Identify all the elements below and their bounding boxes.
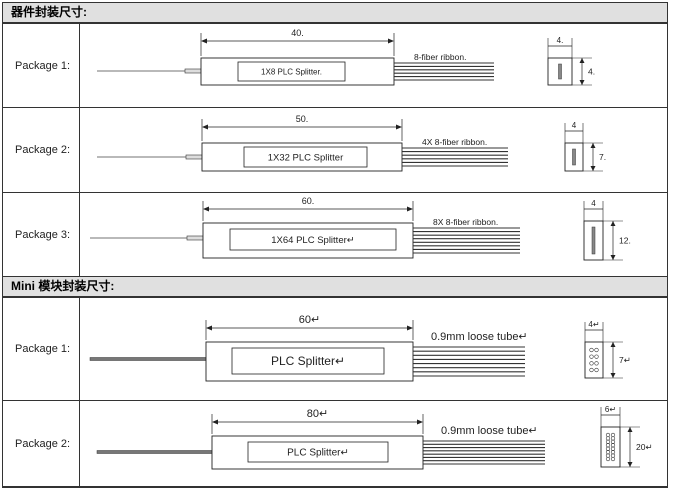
splitter-label-box bbox=[243, 146, 368, 168]
fiber-core-icon bbox=[594, 361, 599, 366]
package-label: Package 1: bbox=[3, 298, 80, 400]
fiber-boot bbox=[185, 154, 203, 160]
splitter-name: 1X32 PLC Splitter bbox=[268, 152, 344, 163]
output-fiber-label: 8X 8-fiber ribbon. bbox=[433, 217, 498, 227]
end-view-outline bbox=[600, 426, 621, 468]
input-fiber bbox=[89, 357, 207, 361]
height-value: 12. bbox=[619, 236, 631, 246]
splitter-label-box bbox=[229, 228, 397, 251]
splitter-name: PLC Splitter↵ bbox=[271, 354, 345, 368]
fiber-core-icon bbox=[589, 367, 594, 373]
output-fiber-label: 4X 8-fiber ribbon. bbox=[422, 137, 487, 147]
length-value: 50. bbox=[296, 114, 309, 124]
width-value: 4 bbox=[591, 199, 596, 208]
section-header-device-package: 器件封装尺寸: bbox=[2, 2, 668, 23]
height-value: 7↵ bbox=[619, 355, 631, 365]
fiber-core-icon bbox=[594, 367, 599, 373]
length-value: 60↵ bbox=[299, 314, 320, 326]
height-value: 7. bbox=[599, 152, 606, 162]
package-label: Package 3: bbox=[3, 193, 80, 276]
splitter-label-box bbox=[231, 347, 385, 375]
width-value: 4↵ bbox=[588, 320, 599, 329]
package-row: Package 3: bbox=[2, 192, 668, 277]
fiber-core-icon bbox=[589, 347, 594, 353]
fiber-slot bbox=[558, 63, 562, 80]
width-value: 4 bbox=[572, 121, 577, 130]
fiber-core-icon bbox=[594, 347, 599, 353]
height-value: 4. bbox=[588, 67, 595, 77]
fiber-core-icon bbox=[605, 456, 611, 462]
package-label: Package 2: bbox=[3, 401, 80, 487]
fiber-slot bbox=[591, 226, 596, 255]
splitter-label-box bbox=[247, 441, 389, 463]
output-fiber-label: 0.9mm loose tube↵ bbox=[441, 425, 538, 437]
output-fiber-label: 8-fiber ribbon. bbox=[414, 52, 466, 62]
splitter-label-box bbox=[237, 61, 346, 82]
output-fiber-label: 0.9mm loose tube↵ bbox=[431, 331, 528, 343]
splitter-name: 1X64 PLC Splitter↵ bbox=[271, 235, 354, 246]
dimension-arrow-icon bbox=[627, 427, 633, 467]
fiber-core-icon bbox=[589, 361, 594, 366]
package-label: Package 2: bbox=[3, 108, 80, 192]
fiber-slot bbox=[572, 148, 576, 166]
length-value: 80↵ bbox=[307, 408, 328, 420]
fiber-core-icon bbox=[594, 354, 599, 359]
end-view-outline bbox=[584, 341, 604, 379]
package-label: Package 1: bbox=[3, 24, 80, 107]
fiber-core-icon bbox=[589, 354, 594, 359]
splitter-name: 1X8 PLC Splitter. bbox=[261, 67, 322, 76]
height-value: 20↵ bbox=[636, 442, 653, 452]
width-value: 4. bbox=[557, 36, 564, 45]
fiber-core-icon bbox=[610, 456, 616, 462]
input-fiber bbox=[96, 450, 213, 454]
splitter-name: PLC Splitter↵ bbox=[287, 448, 349, 459]
width-value: 6↵ bbox=[605, 405, 616, 414]
length-value: 60. bbox=[302, 196, 315, 206]
package-row: Package 2: bbox=[2, 400, 668, 488]
fiber-boot bbox=[184, 68, 202, 74]
length-value: 40. bbox=[291, 28, 304, 38]
fiber-boot bbox=[186, 235, 204, 241]
